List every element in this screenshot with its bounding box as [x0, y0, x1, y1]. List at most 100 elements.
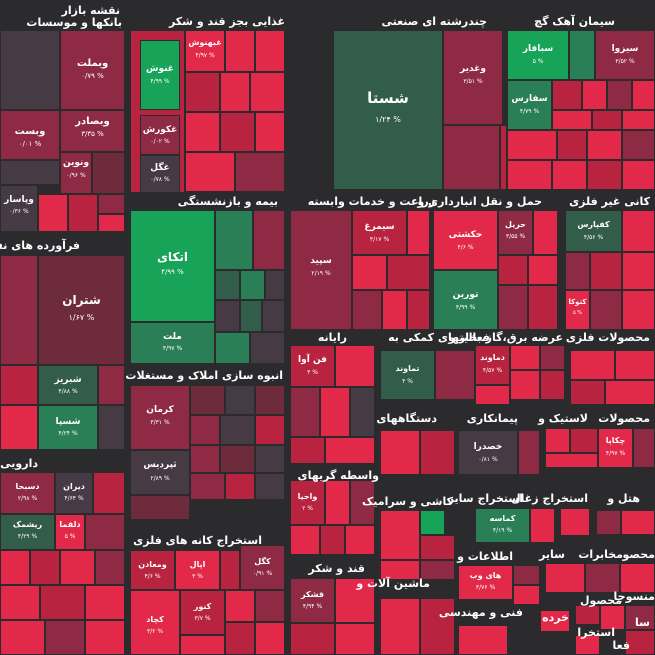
tile[interactable]: [225, 385, 255, 415]
tile[interactable]: [587, 160, 622, 190]
tile[interactable]: [380, 475, 382, 477]
tile[interactable]: [552, 110, 592, 130]
tile[interactable]: حکشتی ۴/۶ %: [433, 210, 498, 270]
tile[interactable]: [190, 385, 225, 415]
tile[interactable]: وپاسار ۰/۳۶ %: [0, 185, 38, 232]
tile[interactable]: [265, 270, 285, 300]
tile[interactable]: [545, 428, 570, 453]
tile[interactable]: [225, 473, 255, 500]
tile[interactable]: [225, 622, 255, 655]
tile[interactable]: [407, 210, 430, 255]
tile[interactable]: [320, 525, 345, 555]
tile[interactable]: کرمان ۳/۳۱ %: [130, 385, 190, 450]
tile[interactable]: [596, 510, 621, 535]
tile[interactable]: [590, 252, 622, 290]
tile[interactable]: وبست ۰/۰۱ %: [0, 110, 60, 160]
tile[interactable]: ومعادن ۴/۶ %: [130, 550, 175, 590]
tile[interactable]: [352, 255, 387, 290]
tile[interactable]: [545, 453, 598, 468]
tile[interactable]: [98, 194, 125, 214]
tile[interactable]: [443, 125, 500, 190]
tile[interactable]: [30, 550, 60, 585]
tile[interactable]: [325, 480, 350, 525]
tile[interactable]: [0, 585, 40, 620]
tile[interactable]: [68, 194, 98, 232]
tile[interactable]: [98, 365, 125, 405]
tile[interactable]: [60, 550, 95, 585]
tile[interactable]: چکاپا ۴/۹۷ %: [598, 428, 633, 468]
tile[interactable]: [95, 550, 125, 585]
tile[interactable]: [528, 285, 558, 330]
tile[interactable]: [387, 255, 430, 290]
tile[interactable]: [0, 620, 45, 655]
tile[interactable]: [38, 194, 68, 232]
tile[interactable]: [250, 332, 285, 364]
tile[interactable]: [507, 160, 552, 190]
tile[interactable]: [220, 415, 255, 445]
tile[interactable]: [420, 535, 455, 560]
tile[interactable]: کنور ۳/۷ %: [180, 590, 225, 635]
tile[interactable]: [0, 255, 38, 365]
tile[interactable]: ثپردیس ۲/۸۹ %: [130, 450, 190, 495]
tile[interactable]: شبریز ۴/۸۸ %: [38, 365, 98, 405]
tile[interactable]: [587, 130, 622, 160]
tile[interactable]: اتکای ۴/۹۹ %: [130, 210, 215, 322]
tile[interactable]: [622, 110, 655, 130]
tile[interactable]: [190, 445, 220, 473]
tile[interactable]: واحیا ۲ %: [290, 480, 325, 525]
tile[interactable]: ملت ۴/۹۷ %: [130, 322, 215, 364]
tile[interactable]: [380, 400, 410, 402]
tile[interactable]: [475, 385, 510, 405]
tile[interactable]: [255, 445, 285, 473]
tile[interactable]: [255, 590, 285, 622]
tile[interactable]: [552, 80, 582, 110]
tile[interactable]: [622, 290, 655, 330]
tile[interactable]: ریشمک ۴/۲۹ %: [0, 514, 55, 550]
tile[interactable]: وغدیر ۳/۵۱ %: [443, 30, 503, 125]
tile[interactable]: شسپا ۴/۲۴ %: [38, 405, 98, 450]
tile[interactable]: [622, 130, 655, 160]
tile[interactable]: خصدرا ۰/۸۱ %: [458, 430, 518, 475]
tile[interactable]: [345, 525, 375, 555]
tile[interactable]: غنوش ۴/۹۹ %: [140, 40, 180, 110]
tile[interactable]: [335, 623, 375, 655]
tile[interactable]: [510, 370, 540, 400]
tile[interactable]: [85, 585, 125, 620]
tile[interactable]: غکورش ۰/۰۲ %: [140, 115, 180, 155]
tile[interactable]: [560, 508, 590, 536]
tile[interactable]: [382, 290, 407, 330]
tile[interactable]: [253, 210, 285, 270]
tile[interactable]: [435, 350, 475, 400]
tile[interactable]: [540, 370, 565, 400]
tile[interactable]: حریل ۳/۵۵ %: [498, 210, 533, 255]
tile[interactable]: کگل ۰/۹۱ %: [240, 545, 285, 590]
tile[interactable]: های وب ۳/۷۶ %: [458, 565, 513, 600]
tile[interactable]: [98, 405, 125, 450]
tile[interactable]: [215, 332, 250, 364]
tile[interactable]: [585, 563, 620, 593]
tile[interactable]: [255, 30, 285, 72]
tile[interactable]: [621, 510, 655, 535]
tile[interactable]: [335, 578, 375, 623]
tile[interactable]: [622, 160, 655, 190]
tile[interactable]: [530, 508, 555, 543]
tile[interactable]: [533, 210, 558, 255]
tile[interactable]: [85, 620, 125, 655]
tile[interactable]: [582, 80, 607, 110]
tile[interactable]: [93, 472, 125, 514]
tile[interactable]: [622, 252, 655, 290]
tile[interactable]: [620, 563, 655, 593]
tile[interactable]: [350, 387, 375, 437]
tile[interactable]: [255, 415, 285, 445]
tile[interactable]: [185, 152, 235, 192]
tile[interactable]: [240, 270, 265, 300]
tile[interactable]: تورین ۴/۹۹ %: [433, 270, 498, 330]
tile[interactable]: [518, 430, 540, 475]
tile[interactable]: [592, 110, 622, 130]
tile[interactable]: شستا ۱/۲۴ %: [333, 30, 443, 190]
tile[interactable]: [607, 80, 632, 110]
tile[interactable]: [250, 72, 285, 112]
tile[interactable]: [420, 430, 455, 475]
tile[interactable]: [255, 385, 285, 415]
tile[interactable]: [85, 514, 125, 550]
